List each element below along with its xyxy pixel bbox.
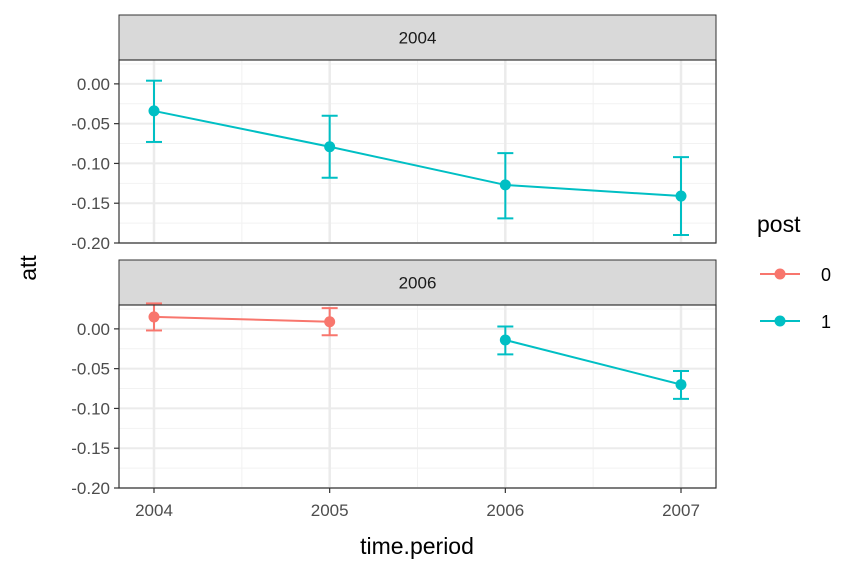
data-point: [499, 334, 511, 346]
legend-entry-0: 0: [757, 253, 831, 295]
data-point: [324, 141, 336, 153]
x-tick-label: 2006: [486, 501, 524, 520]
facet-strip: [118, 14, 717, 61]
y-tick-label: 0.00: [77, 320, 110, 339]
y-tick-label: 0.00: [77, 75, 110, 94]
panel-border: [118, 59, 717, 244]
x-tick-label: 2004: [135, 501, 173, 520]
x-tick-label: 2007: [662, 501, 700, 520]
y-tick-label: -0.10: [71, 154, 110, 173]
data-point: [499, 179, 511, 191]
facet-strip-label: 2006: [399, 274, 437, 293]
panel-border: [118, 304, 717, 489]
legend-key-point: [774, 315, 786, 327]
facet-panel-2004: 2004 0.00 -0.05 -0.10 -0.15 -0.20: [71, 14, 717, 253]
facet-strip: [118, 259, 717, 306]
x-axis-title: time.period: [360, 533, 474, 559]
y-tick-label: -0.10: [71, 399, 110, 418]
data-point: [148, 105, 160, 117]
facet-panels: 2004 0.00 -0.05 -0.10 -0.15 -0.20 2006 0.00 -0.0…: [71, 14, 717, 520]
y-tick-label: -0.05: [71, 360, 110, 379]
y-tick-label: -0.20: [71, 479, 110, 498]
legend: post 01: [757, 211, 831, 342]
data-point: [324, 316, 336, 328]
facet-panel-2006: 2006 0.00 -0.05 -0.10 -0.15 -0.20 2004 2005 2006…: [71, 259, 717, 520]
data-point: [148, 311, 160, 323]
y-tick-label: -0.20: [71, 234, 110, 253]
series-line-post-0: [153, 315, 330, 323]
legend-title: post: [757, 211, 801, 237]
facet-strip-label: 2004: [399, 29, 437, 48]
y-axis-title: att: [15, 255, 41, 281]
series-line-post-1: [505, 339, 682, 386]
legend-entry-1: 1: [757, 300, 831, 342]
x-tick-label: 2005: [311, 501, 349, 520]
legend-label: 0: [821, 265, 831, 285]
legend-entries: 01: [757, 253, 831, 342]
y-tick-label: -0.15: [71, 439, 110, 458]
legend-key-point: [774, 268, 786, 280]
data-point: [675, 379, 687, 391]
legend-label: 1: [821, 312, 831, 332]
series-line-post-1: [153, 109, 682, 198]
y-tick-label: -0.05: [71, 115, 110, 134]
data-point: [675, 190, 687, 202]
y-tick-label: -0.15: [71, 194, 110, 213]
